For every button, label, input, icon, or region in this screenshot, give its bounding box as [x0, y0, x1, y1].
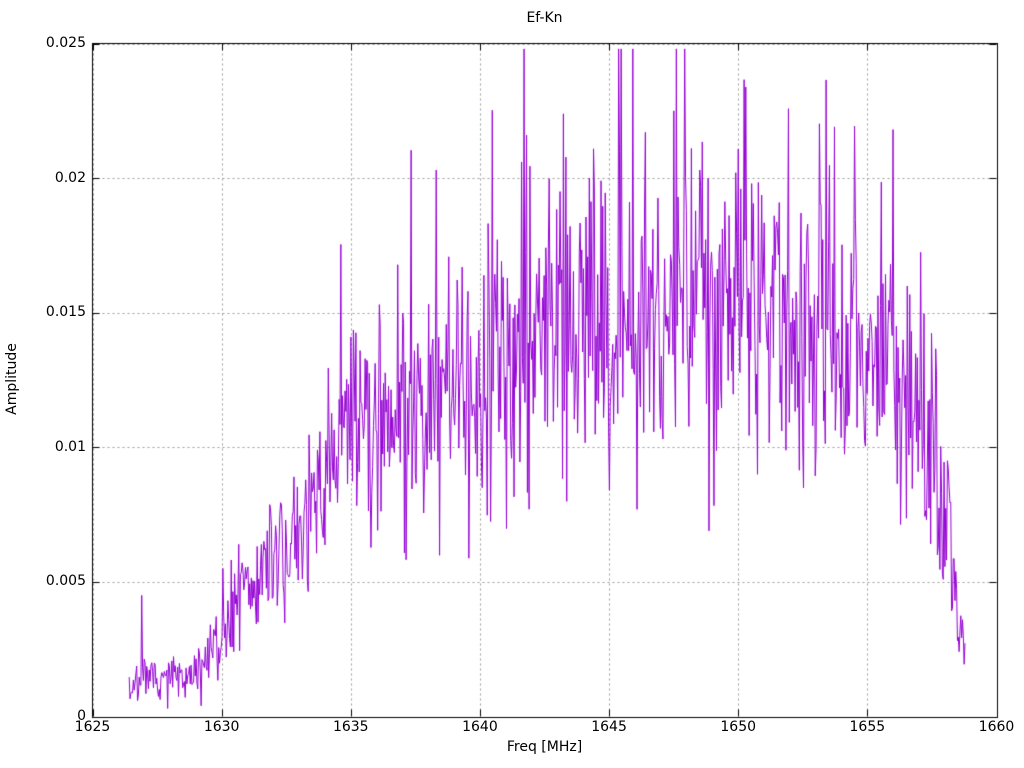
y-tick-label: 0.025 [45, 35, 86, 51]
y-axis-label: Amplitude [4, 343, 20, 415]
x-tick-label: 1660 [978, 719, 1015, 735]
x-tick-label: 1645 [591, 719, 627, 735]
x-tick-label: 1650 [720, 719, 757, 735]
y-tick-label: 0.02 [54, 169, 86, 186]
x-tick-label: 1640 [462, 719, 498, 735]
x-tick-label: 1625 [74, 719, 111, 735]
y-tick-label: 0.015 [45, 304, 86, 321]
chart-title: Ef-Kn [526, 10, 563, 26]
x-tick-label: 1635 [332, 719, 369, 735]
y-tick-label: 0.005 [45, 573, 86, 590]
y-tick-label: 0.01 [54, 438, 86, 455]
x-tick-label: 1655 [849, 719, 886, 735]
x-axis-label: Freq [MHz] [506, 739, 583, 755]
x-tick-label: 1630 [203, 719, 240, 735]
y-tick-label: 0 [77, 708, 86, 724]
